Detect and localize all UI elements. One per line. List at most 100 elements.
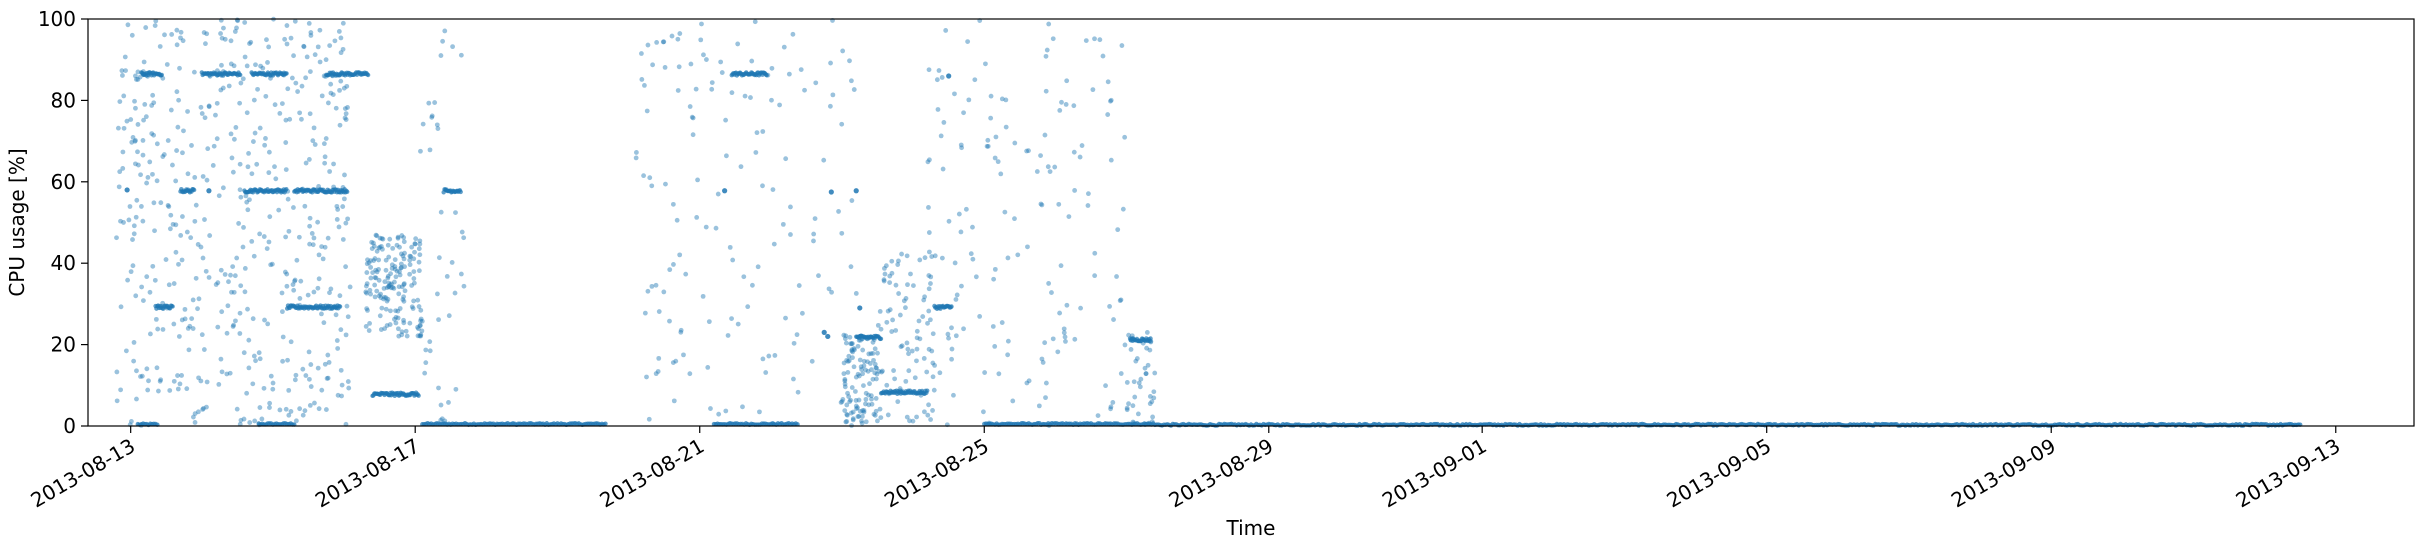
scatter-point	[742, 93, 748, 99]
scatter-point	[321, 73, 327, 79]
scatter-point	[188, 235, 194, 241]
scatter-point	[267, 400, 273, 406]
scatter-point	[925, 320, 930, 326]
scatter-point	[404, 333, 410, 339]
scatter-point	[319, 93, 325, 99]
scatter-point	[1133, 358, 1139, 364]
scatter-point	[760, 356, 766, 362]
scatter-point	[884, 382, 890, 388]
scatter-point	[771, 421, 776, 427]
scatter-point	[422, 370, 428, 376]
scatter-point	[419, 318, 425, 324]
scatter-point	[676, 64, 682, 70]
scatter-point	[849, 341, 855, 346]
scatter-point	[343, 117, 349, 122]
scatter-point	[723, 408, 729, 414]
scatter-point	[189, 143, 194, 148]
scatter-point	[365, 307, 370, 313]
scatter-point	[312, 400, 317, 406]
scatter-point	[372, 282, 378, 288]
scatter-point	[170, 221, 176, 227]
scatter-point	[307, 215, 313, 221]
scatter-point	[678, 327, 684, 333]
scatter-point	[240, 76, 246, 82]
scatter-point	[874, 371, 880, 377]
scatter-point	[423, 360, 429, 366]
scatter-point	[231, 63, 237, 69]
scatter-point	[442, 418, 448, 424]
scatter-point	[1145, 362, 1151, 368]
scatter-point	[328, 90, 334, 96]
scatter-point	[386, 284, 392, 289]
scatter-point	[184, 386, 190, 392]
scatter-point	[867, 381, 872, 387]
scatter-point	[134, 77, 139, 82]
scatter-point	[645, 42, 651, 48]
scatter-point	[1005, 255, 1011, 261]
scatter-point	[381, 296, 386, 302]
scatter-point	[409, 244, 415, 250]
scatter-point	[1120, 206, 1126, 212]
scatter-point	[343, 111, 349, 117]
scatter-point	[151, 200, 157, 206]
scatter-point	[332, 38, 338, 44]
scatter-point	[946, 218, 952, 224]
scatter-point	[649, 183, 655, 189]
scatter-point	[968, 251, 974, 257]
scatter-point	[670, 360, 676, 366]
scatter-point	[705, 365, 711, 370]
scatter-point	[418, 333, 424, 339]
scatter-point	[143, 25, 149, 30]
scatter-point	[140, 69, 146, 74]
scatter-point	[164, 62, 170, 67]
scatter-point	[953, 297, 959, 302]
scatter-point	[254, 161, 260, 167]
scatter-point	[384, 323, 390, 328]
scatter-point	[308, 30, 314, 35]
scatter-point	[763, 370, 769, 375]
scatter-point	[855, 343, 861, 349]
scatter-point	[294, 257, 300, 263]
scatter-point	[688, 61, 694, 67]
scatter-point	[154, 178, 160, 184]
scatter-point	[700, 293, 706, 299]
scatter-point	[772, 353, 778, 358]
scatter-point	[218, 267, 224, 273]
scatter-point	[653, 282, 659, 288]
band-point	[345, 189, 350, 194]
scatter-point	[340, 20, 346, 26]
scatter-point	[132, 98, 137, 104]
scatter-point	[845, 370, 851, 375]
scatter-point	[374, 288, 380, 294]
scatter-point	[259, 416, 265, 422]
scatter-point	[139, 373, 145, 379]
scatter-point	[401, 317, 406, 323]
scatter-point	[848, 397, 853, 403]
scatter-point	[854, 406, 859, 412]
scatter-point	[914, 335, 920, 341]
scatter-point	[735, 321, 741, 327]
scatter-point	[986, 420, 992, 426]
scatter-point	[844, 402, 850, 408]
scatter-point	[327, 290, 332, 296]
scatter-point	[1047, 169, 1053, 175]
scatter-point	[897, 386, 903, 391]
scatter-point	[438, 402, 444, 408]
scatter-point	[334, 338, 340, 343]
scatter-point	[293, 372, 299, 378]
scatter-point	[398, 261, 404, 267]
scatter-point	[389, 262, 395, 268]
scatter-point	[951, 392, 956, 398]
scatter-point	[284, 41, 290, 47]
scatter-point	[257, 125, 263, 131]
scatter-point	[458, 271, 464, 277]
scatter-point	[753, 150, 759, 155]
scatter-point	[847, 58, 852, 64]
scatter-point	[641, 173, 646, 179]
scatter-point	[893, 282, 899, 288]
scatter-point	[204, 404, 209, 410]
scatter-point	[882, 271, 888, 277]
x-tick-label: 2013-08-21	[596, 434, 709, 513]
scatter-point	[438, 209, 444, 215]
scatter-point	[674, 217, 680, 223]
